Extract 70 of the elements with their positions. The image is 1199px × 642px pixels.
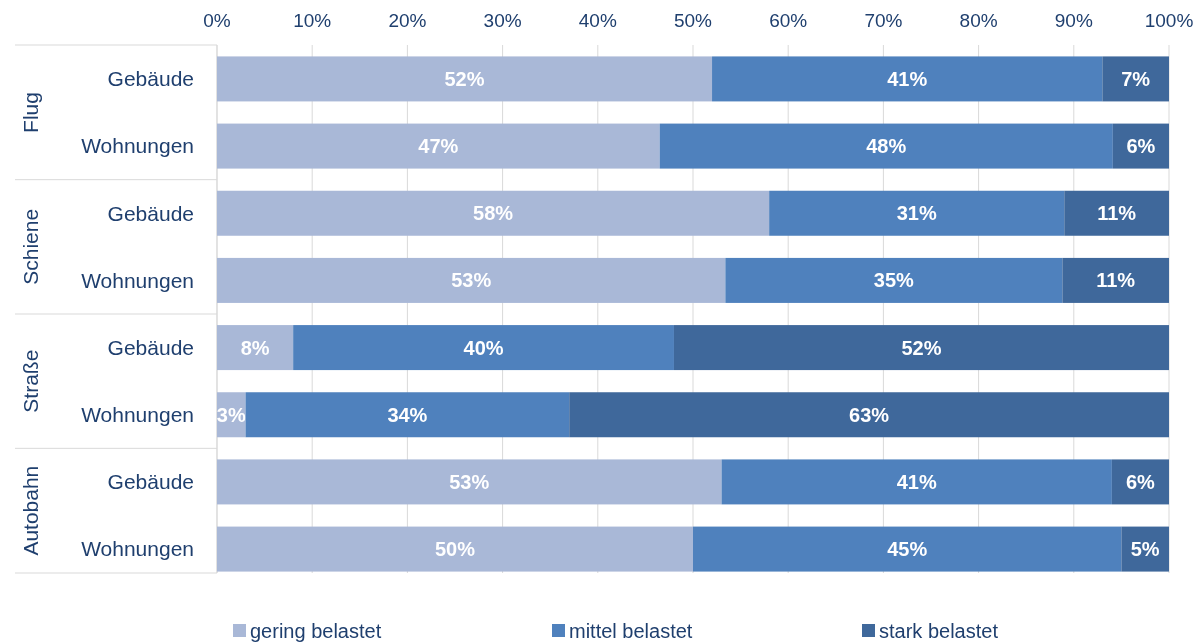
- x-tick-label: 20%: [388, 9, 427, 31]
- y-tick-label: Gebäude: [107, 470, 194, 494]
- bar: [1102, 56, 1169, 102]
- data-label: 40%: [463, 336, 504, 359]
- y-tick-label: Wohnungen: [81, 134, 194, 158]
- bar: [569, 392, 1169, 438]
- data-label: 6%: [1126, 135, 1156, 158]
- x-tick-label: 70%: [864, 9, 903, 31]
- y-tick-label: Gebäude: [107, 67, 194, 91]
- data-label: 52%: [901, 336, 942, 359]
- data-label: 35%: [873, 269, 915, 292]
- bar: [217, 123, 660, 169]
- data-label: 11%: [1096, 269, 1136, 292]
- bar: [721, 459, 1112, 505]
- text: Autobahn: [19, 465, 43, 556]
- bar: [217, 257, 726, 303]
- bar: [1062, 257, 1169, 303]
- data-label: 41%: [896, 470, 937, 493]
- data-label: 41%: [887, 67, 928, 90]
- bar: [659, 123, 1113, 169]
- x-tick-label: 50%: [673, 9, 713, 31]
- data-label: 8%: [240, 336, 270, 359]
- data-label: 11%: [1097, 202, 1137, 225]
- data-label: 58%: [473, 202, 514, 225]
- data-label: 45%: [887, 538, 928, 561]
- bar: [1064, 190, 1169, 236]
- x-tick-label: 0%: [203, 9, 231, 31]
- bar: [693, 526, 1122, 572]
- data-label: 53%: [451, 269, 492, 292]
- x-tick-label: 40%: [578, 9, 617, 31]
- x-tick-label: 90%: [1054, 9, 1093, 31]
- bar: [217, 325, 294, 371]
- bar: [673, 325, 1169, 371]
- legend-label: stark belastet: [879, 620, 999, 642]
- x-tick-label: 10%: [293, 9, 332, 31]
- x-tick-label: 60%: [769, 9, 808, 31]
- data-label: 63%: [849, 403, 890, 426]
- data-label: 48%: [866, 135, 907, 158]
- y-tick-label: Gebäude: [107, 201, 194, 225]
- data-label: 31%: [896, 202, 937, 225]
- data-label: 47%: [418, 135, 459, 158]
- bar: [217, 190, 770, 236]
- legend-label: gering belastet: [250, 620, 382, 642]
- y-tick-label: Wohnungen: [81, 403, 194, 427]
- bar: [725, 257, 1063, 303]
- bar: [217, 459, 722, 505]
- bar: [217, 56, 713, 102]
- text: Straße: [19, 349, 43, 413]
- data-label: 53%: [449, 470, 490, 493]
- bar: [293, 325, 674, 371]
- data-label: 50%: [434, 538, 476, 561]
- bar: [245, 392, 570, 438]
- x-tick-label: 30%: [483, 9, 522, 31]
- data-label: 52%: [444, 67, 485, 90]
- bar: [217, 526, 693, 572]
- y-tick-label: Wohnungen: [81, 537, 194, 561]
- x-tick-label: 80%: [959, 9, 998, 31]
- data-label: 34%: [387, 403, 428, 426]
- text: Schiene: [19, 208, 43, 285]
- data-label: 3%: [216, 403, 246, 426]
- y-tick-label: Wohnungen: [81, 268, 194, 292]
- bar: [712, 56, 1103, 102]
- text: Flug: [19, 92, 43, 133]
- legend-label: mittel belastet: [569, 620, 693, 642]
- data-label: 5%: [1130, 538, 1160, 561]
- x-tick-label: 100%: [1144, 9, 1194, 31]
- y-tick-label: Gebäude: [107, 335, 194, 359]
- data-label: 7%: [1121, 67, 1151, 90]
- bar: [769, 190, 1065, 236]
- data-label: 6%: [1125, 470, 1156, 493]
